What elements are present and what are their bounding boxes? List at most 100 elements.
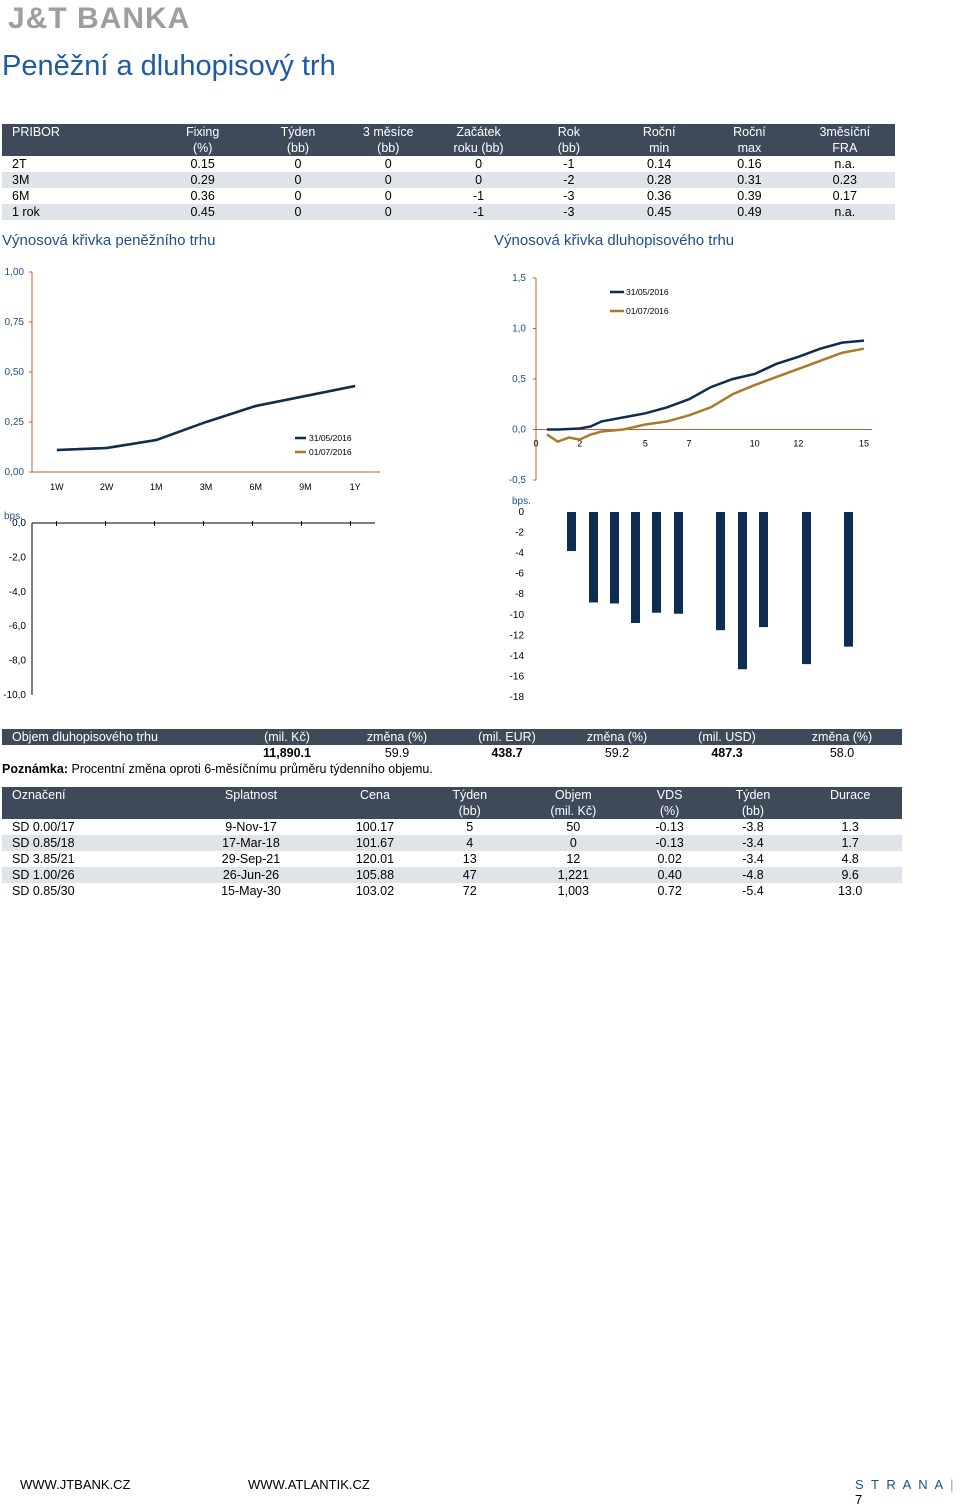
- mm-bars-ytick-label: 0,0: [12, 518, 26, 529]
- pribor-header-text: Roční: [642, 125, 676, 139]
- pribor-header-5: Rok (bb): [523, 124, 615, 156]
- table-cell: 29-Sep-21: [221, 852, 281, 866]
- bonds-header-5: VDS (%): [631, 787, 708, 819]
- volume-header-0: Objem dluhopisového trhu: [2, 729, 232, 745]
- table-cell: -2: [523, 172, 615, 188]
- table-cell: 0.16: [737, 157, 762, 171]
- mm-xtick-label: 1Y: [350, 482, 361, 492]
- table-cell: 0: [384, 157, 392, 171]
- bonds-header-text: (%): [659, 804, 680, 818]
- bond-volume-table: Objem dluhopisového trhu (mil. Kč) změna (…: [2, 729, 902, 761]
- volume-header-text: (mil. EUR): [478, 730, 536, 744]
- mm-bars-ytick-label: -2,0: [9, 552, 27, 563]
- table-row: 6M 0.36 0 0 -1 -3 0.36 0.39 0.17: [2, 188, 895, 204]
- bd-bar: [738, 512, 747, 670]
- table-cell: 0.72: [657, 884, 682, 898]
- note-text: Procentní změna oproti 6-měsíčnímu průmě…: [71, 762, 433, 776]
- bond-market-curve-title: Výnosová křivka dluhopisového trhu: [494, 232, 735, 249]
- bd-xtick-label: 2: [577, 439, 582, 449]
- table-cell: 13.0: [837, 884, 863, 898]
- table-cell: 0.15: [190, 157, 215, 171]
- table-cell: 0.36: [190, 189, 215, 203]
- pribor-header-0: PRIBOR: [2, 124, 153, 156]
- table-cell: 0: [343, 204, 434, 220]
- table-cell: -3.8: [742, 820, 764, 834]
- bd-ytick-label: 1,5: [512, 273, 526, 284]
- money-market-change-chart: bps.0,0 -2,0 -4,0 -6,0 -8,0 -10,0: [3, 511, 375, 701]
- pribor-header-text: Fixing: [185, 125, 220, 139]
- bd-bar: [631, 512, 640, 623]
- mm-xtick-label: 1M: [150, 482, 163, 492]
- government-bonds-table: Označení Splatnost Cena Týden (bb) Objem (mil.…: [2, 787, 902, 899]
- bd-bar: [610, 512, 619, 604]
- bd-bar: [652, 512, 661, 613]
- table-row: SD 0.85/18 17-Mar-18 101.67 4 0 -0.13 -3.4 1.7: [2, 835, 902, 851]
- pribor-header-text: Týden: [280, 125, 316, 139]
- bd-bars-ylabel: bps.: [512, 496, 531, 507]
- mm-ytick-label: 1,00: [5, 267, 25, 278]
- mm-ytick-label: 0,00: [5, 467, 25, 478]
- table-cell: -3.4: [742, 852, 764, 866]
- bonds-header-4: Objem (mil. Kč): [515, 787, 632, 819]
- footer-link-atlantik[interactable]: WWW.ATLANTIK.CZ: [248, 1477, 370, 1492]
- bonds-header-text: (mil. Kč): [550, 804, 597, 818]
- table-cell: 101.67: [325, 835, 425, 851]
- volume-header-5: (mil. USD): [672, 729, 782, 745]
- table-cell: 0: [294, 189, 302, 203]
- table-row: SD 3.85/21 29-Sep-21 120.01 13 12 0.02 -3.4 4.8: [2, 851, 902, 867]
- table-cell: 59.9: [384, 746, 410, 760]
- bd-bar: [802, 512, 811, 665]
- table-cell: 103.02: [355, 884, 395, 898]
- table-cell: 0.45: [614, 204, 705, 220]
- volume-header-text: (mil. Kč): [264, 730, 310, 744]
- bonds-header-2: Cena: [325, 787, 425, 819]
- bonds-header-text: VDS: [656, 788, 683, 802]
- table-cell: 0.45: [152, 204, 253, 220]
- bd-ytick-label: -0,5: [509, 475, 527, 486]
- page-number: S T R A N A | 7: [855, 1477, 956, 1507]
- table-cell: 0: [343, 172, 434, 188]
- table-cell: -0.13: [655, 820, 684, 834]
- table-row: 2T 0.15 0 0 0 -1 0.14 0.16 n.a.: [2, 156, 895, 172]
- table-cell: 26-Jun-26: [176, 867, 326, 883]
- table-cell: 58.0: [829, 746, 855, 760]
- bd-xtick-label: 0: [533, 439, 538, 449]
- table-cell: 5: [466, 820, 474, 834]
- bonds-header-6: Týden (bb): [707, 787, 799, 819]
- mm-bars-ytick-label: -4,0: [9, 587, 27, 598]
- mm-bars-ylabel: bps.: [4, 511, 23, 522]
- pribor-header-4: Začátek roku (bb): [433, 124, 524, 156]
- pribor-header-1: Fixing (%): [152, 124, 253, 156]
- bd-bar: [589, 512, 598, 603]
- table-cell: -0.13: [631, 835, 708, 851]
- bonds-header-7: Durace: [798, 787, 902, 819]
- bonds-header-3: Týden (bb): [424, 787, 516, 819]
- pribor-header-text: 3 měsíce: [362, 125, 414, 139]
- table-cell: 0.23: [794, 172, 895, 188]
- pribor-header-8: 3měsíční FRA: [794, 124, 895, 156]
- legend-label: 01/07/2016: [626, 306, 669, 316]
- table-cell: 0.17: [832, 189, 857, 203]
- pribor-header-2: Týden (bb): [252, 124, 344, 156]
- table-cell: n.a.: [794, 204, 895, 220]
- table-cell: 0: [384, 189, 392, 203]
- bonds-header-text: Durace: [830, 788, 871, 802]
- footer-link-jtbank[interactable]: WWW.JTBANK.CZ: [20, 1477, 131, 1492]
- table-row: SD 0.00/17 9-Nov-17 100.17 5 50 -0.13 -3.8 1.3: [2, 819, 902, 835]
- table-cell: SD 0.85/30: [12, 884, 75, 898]
- volume-header-4: změna (%): [562, 729, 672, 745]
- bd-ytick-label: 1,0: [512, 324, 526, 335]
- bonds-header-text: Týden: [452, 788, 488, 802]
- bd-xtick-label: 15: [859, 439, 869, 449]
- legend-label: 01/07/2016: [309, 447, 352, 457]
- table-cell: n.a.: [834, 157, 856, 171]
- mm-xtick-label: 2W: [100, 482, 114, 492]
- pribor-header-3: 3 měsíce (bb): [343, 124, 434, 156]
- table-cell: 0: [433, 172, 524, 188]
- volume-header-text: změna (%): [586, 730, 648, 744]
- table-cell: 47: [424, 867, 516, 883]
- bd-bars-ytick-label: -4: [515, 548, 524, 559]
- pribor-header-text: (%): [192, 141, 213, 155]
- bd-ytick-label: 0,5: [512, 374, 526, 385]
- table-cell: 0.31: [704, 172, 795, 188]
